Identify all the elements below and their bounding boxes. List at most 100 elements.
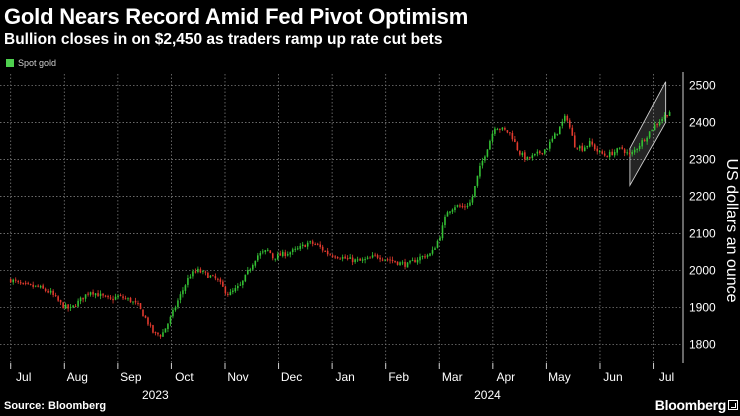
candle-body (586, 145, 589, 148)
candle-body (269, 250, 272, 254)
candle-down (9, 278, 12, 284)
candle-down (591, 138, 594, 147)
candle-down (144, 315, 147, 319)
candle-up (616, 147, 618, 156)
candle-body (291, 249, 294, 253)
candle-up (384, 259, 386, 262)
candle-body (159, 334, 162, 337)
candle-down (224, 285, 227, 296)
candle-down (623, 147, 626, 157)
candle-body (556, 133, 559, 135)
candle-up (471, 194, 474, 206)
x-tick-label: Nov (227, 370, 248, 384)
candle-down (359, 257, 361, 261)
candle-body (129, 297, 132, 303)
candle-body (271, 253, 274, 259)
candle-down (147, 316, 149, 326)
candle-down (656, 122, 658, 128)
candle-up (426, 253, 429, 259)
candle-body (257, 255, 259, 261)
candle-body (9, 279, 12, 283)
candle-up (546, 148, 549, 150)
candle-down (59, 299, 62, 305)
candle-up (641, 137, 643, 150)
candle-body (331, 255, 334, 257)
candle-body (426, 255, 429, 257)
candle-body (184, 285, 187, 291)
candle-up (289, 251, 292, 258)
candle-up (484, 155, 486, 163)
candle-body (509, 132, 511, 134)
candle-body (339, 258, 341, 260)
candle-body (87, 293, 89, 295)
candle-down (124, 295, 127, 300)
candle-down (139, 302, 142, 310)
candle-up (132, 301, 134, 305)
candle-down (212, 274, 214, 277)
candle-body (494, 128, 496, 134)
candle-body (606, 156, 609, 158)
candle-down (107, 294, 109, 300)
candle-body (444, 216, 446, 226)
candle-body (289, 252, 292, 255)
candle-down (606, 155, 609, 158)
candle-down (351, 254, 354, 266)
candle-down (109, 295, 112, 300)
candle-body (217, 278, 219, 280)
candle-body (499, 128, 501, 130)
candle-body (99, 293, 102, 296)
candle-up (496, 127, 499, 131)
candle-body (112, 298, 114, 301)
candle-body (469, 202, 471, 206)
candle-up (34, 285, 37, 288)
candle-up (554, 132, 556, 139)
candle-up (177, 298, 179, 310)
candle-body (596, 148, 599, 152)
candle-body (558, 126, 561, 135)
candle-body (404, 261, 406, 267)
candle-body (202, 271, 204, 273)
y-tick-label: 2100 (689, 226, 716, 240)
candle-body (474, 185, 476, 197)
candle-body (464, 206, 466, 208)
candle-down (391, 256, 394, 264)
candle-down (336, 256, 339, 260)
candle-body (349, 257, 351, 259)
candle-up (49, 287, 52, 295)
candle-up (526, 156, 529, 161)
candle-body (641, 140, 643, 147)
candle-body (77, 300, 79, 307)
candle-body (329, 254, 331, 256)
candle-up (558, 126, 561, 135)
x-tick-label: Sep (120, 370, 142, 384)
x-tick-label: Oct (175, 370, 194, 384)
candle-up (79, 296, 82, 305)
candle-up (202, 269, 204, 275)
candle-up (259, 250, 262, 259)
candle-body (369, 257, 371, 259)
candle-body (421, 255, 424, 257)
candle-body (319, 244, 321, 247)
candle-down (104, 294, 107, 298)
candle-body (157, 332, 159, 335)
candle-up (252, 263, 254, 271)
candle-body (27, 282, 29, 284)
candle-body (252, 264, 254, 270)
candle-down (74, 303, 77, 308)
candle-body (351, 257, 354, 263)
candle-body (197, 268, 199, 272)
candle-body (187, 278, 189, 285)
candle-body (237, 286, 239, 289)
candle-body (107, 295, 109, 298)
candle-up (12, 278, 15, 285)
candle-down (509, 132, 511, 136)
candle-up (401, 260, 404, 266)
candle-down (621, 145, 623, 150)
candle-down (57, 295, 59, 302)
y-tick-label: 2400 (689, 115, 716, 129)
candle-body (74, 306, 77, 308)
x-tick-label: Dec (281, 370, 302, 384)
candle-up (618, 147, 621, 150)
candle-down (102, 293, 104, 298)
candle-body (119, 295, 122, 297)
